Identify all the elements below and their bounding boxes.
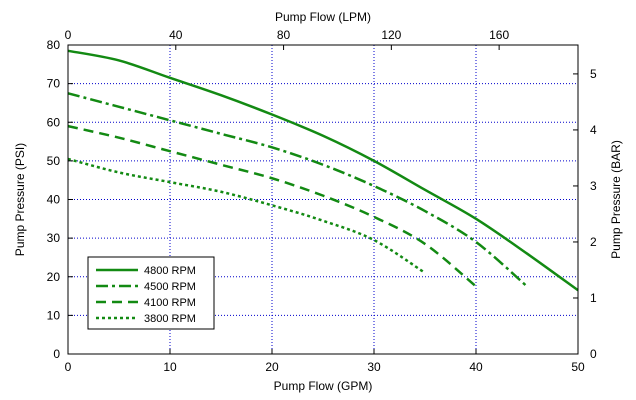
x-tick-label: 30 bbox=[367, 360, 381, 374]
right-y-tick-label: 5 bbox=[590, 67, 597, 81]
right-y-tick-label: 2 bbox=[590, 235, 597, 249]
y-tick-label: 10 bbox=[47, 308, 61, 322]
x-tick-label: 40 bbox=[469, 360, 483, 374]
top-x-tick-label: 40 bbox=[169, 28, 183, 42]
right-y-tick-label: 0 bbox=[590, 347, 597, 361]
legend-label-3800-rpm: 3800 RPM bbox=[144, 313, 196, 325]
x-axis-title: Pump Flow (GPM) bbox=[274, 379, 373, 393]
top-x-tick-label: 80 bbox=[277, 28, 291, 42]
series-line-4500-rpm bbox=[67, 92, 528, 288]
series-line-4100-rpm bbox=[67, 124, 477, 288]
right-y-axis-title: Pump Pressure (BAR) bbox=[609, 140, 623, 259]
y-tick-label: 0 bbox=[53, 347, 60, 361]
top-x-tick-label: 120 bbox=[381, 28, 401, 42]
y-tick-label: 20 bbox=[47, 270, 61, 284]
y-tick-label: 40 bbox=[47, 193, 61, 207]
ticks-layer bbox=[67, 44, 579, 355]
right-y-tick-label: 3 bbox=[590, 179, 597, 193]
y-tick-label: 60 bbox=[47, 115, 61, 129]
legend-label-4100-rpm: 4100 RPM bbox=[144, 297, 196, 309]
x-tick-label: 20 bbox=[265, 360, 279, 374]
series-line-3800-rpm bbox=[67, 157, 426, 274]
x-tick-label: 50 bbox=[571, 360, 585, 374]
series-line-4800-rpm bbox=[67, 49, 579, 292]
y-tick-label: 80 bbox=[47, 38, 61, 52]
top-x-tick-label: 0 bbox=[65, 28, 72, 42]
series-layer bbox=[67, 49, 579, 292]
x-tick-label: 10 bbox=[163, 360, 177, 374]
y-axis-title: Pump Pressure (PSI) bbox=[13, 143, 27, 256]
right-y-tick-label: 1 bbox=[590, 291, 597, 305]
legend-label-4500-rpm: 4500 RPM bbox=[144, 281, 196, 293]
top-x-axis-title: Pump Flow (LPM) bbox=[275, 10, 371, 24]
right-y-tick-label: 4 bbox=[590, 123, 597, 137]
labels-layer: 0 10 20 30 40 50 0 10 20 30 40 50 60 70 80 0 40 80 120 160 0… bbox=[47, 28, 597, 374]
y-tick-label: 70 bbox=[47, 77, 61, 91]
y-tick-label: 50 bbox=[47, 154, 61, 168]
y-tick-label: 30 bbox=[47, 231, 61, 245]
top-x-tick-label: 160 bbox=[489, 28, 509, 42]
legend: 4800 RPM 4500 RPM 4100 RPM 3800 RPM bbox=[87, 256, 215, 330]
x-tick-label: 0 bbox=[65, 360, 72, 374]
legend-label-4800-rpm: 4800 RPM bbox=[144, 265, 196, 277]
